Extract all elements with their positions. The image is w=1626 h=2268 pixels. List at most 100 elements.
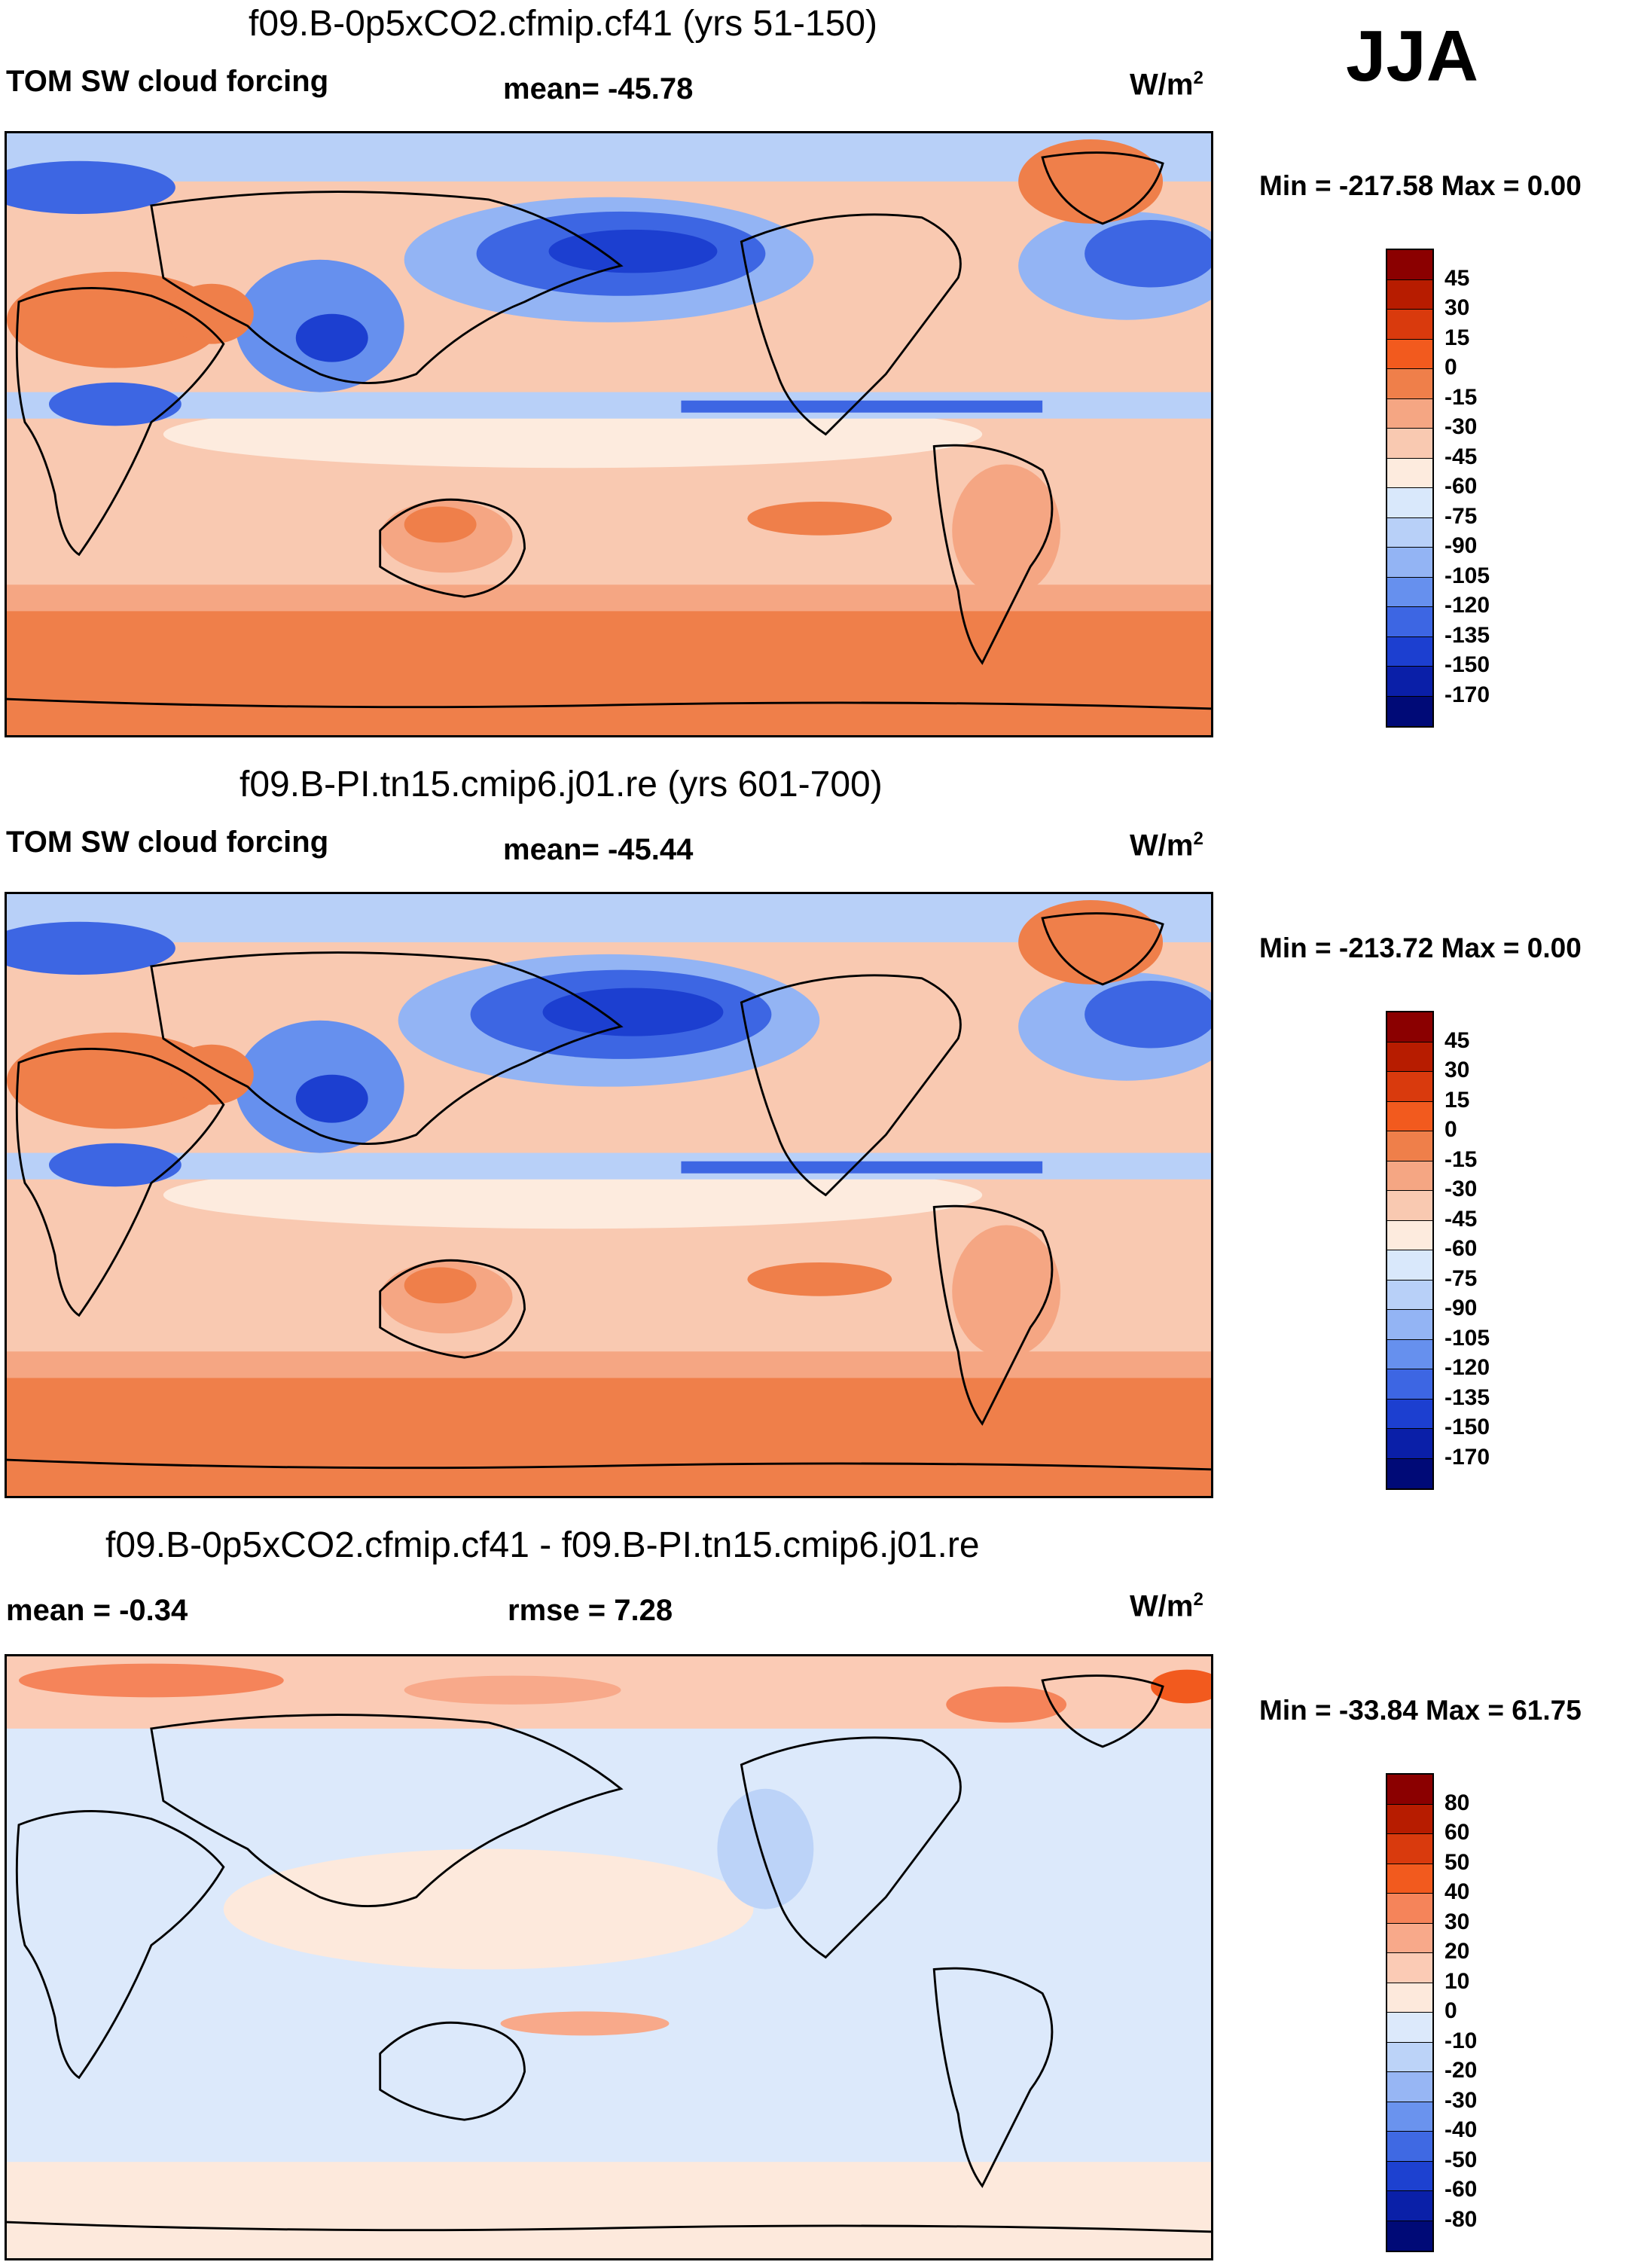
panel3-cbar-label: 50 <box>1444 1849 1470 1875</box>
panel3-cbar-label: -30 <box>1444 2087 1478 2113</box>
panel2-natl-core <box>1085 981 1211 1049</box>
panel2-sahara <box>7 1032 224 1129</box>
panel2-arctic-blue <box>7 921 175 975</box>
panel1-cbar-label: -30 <box>1444 414 1478 439</box>
panel1-monsoon-core <box>295 313 368 362</box>
panel2-mean-label: mean= -45.44 <box>503 833 694 866</box>
panel2-cbar-swatch <box>1387 1369 1432 1400</box>
panel2-cbar-label: 15 <box>1444 1087 1470 1113</box>
panel1-cbar-label: 15 <box>1444 325 1470 350</box>
panel1-cbar-label: -75 <box>1444 503 1478 529</box>
panel1-arctic <box>7 133 1211 182</box>
panel2-cbar-swatch <box>1387 1429 1432 1459</box>
panel3-cbar-swatch <box>1387 2072 1432 2102</box>
panel1-cbar-swatch <box>1387 548 1432 578</box>
panel2-title: f09.B-PI.tn15.cmip6.j01.re (yrs 601-700) <box>239 765 883 804</box>
panel1-samerica <box>952 464 1061 597</box>
panel3-cbar-label: -80 <box>1444 2206 1478 2232</box>
panel3-cbar-label: 20 <box>1444 1939 1470 1964</box>
panel2-npac-core <box>542 987 724 1036</box>
panel1-cbar-label: 30 <box>1444 295 1470 320</box>
panel2-cbar-label: 30 <box>1444 1058 1470 1082</box>
panel2-cbar-swatch <box>1387 1042 1432 1072</box>
panel2-cbar-swatch <box>1387 1131 1432 1161</box>
panel2-minmax: Min = -213.72 Max = 0.00 <box>1259 933 1582 963</box>
panel1-mean-label: mean= -45.78 <box>503 72 694 105</box>
panel3-cbar-swatch <box>1387 2013 1432 2043</box>
panel2-cbar-label: -75 <box>1444 1265 1478 1291</box>
panel3-cbar-swatch <box>1387 1864 1432 1894</box>
panel1-cbar-swatch <box>1387 607 1432 637</box>
panel2-arabia <box>169 1044 254 1105</box>
panel1-sepac <box>747 501 892 536</box>
panel2-cbar-swatch <box>1387 1072 1432 1102</box>
panel1-cbar-swatch <box>1387 488 1432 518</box>
panel3-rmse-label: rmse = 7.28 <box>508 1594 673 1627</box>
panel3-arctic-hot1 <box>18 1663 284 1698</box>
panel3-pacific-warm <box>223 1848 754 1970</box>
panel1-coastlines <box>7 151 1211 710</box>
panel2-cbar-label: -45 <box>1444 1206 1478 1232</box>
panel1-cbar-label: -150 <box>1444 652 1490 677</box>
panel1-cbar-swatch <box>1387 577 1432 607</box>
panel2-cbar-label: -150 <box>1444 1415 1490 1439</box>
panel1-cbar-swatch <box>1387 429 1432 459</box>
panel1-cbar-label: -45 <box>1444 444 1478 469</box>
panel3-arctic-hot4 <box>1151 1669 1211 1704</box>
panel1-map-svg <box>7 133 1211 735</box>
panel2-africa-itcz <box>48 1143 182 1187</box>
panel3-cbar-swatch <box>1387 2221 1432 2251</box>
panel3-arctic-hot3 <box>946 1686 1067 1723</box>
panel3-cbar-label: -60 <box>1444 2177 1478 2202</box>
panel3-epac-cool <box>717 1788 814 1909</box>
panel3-title: f09.B-0p5xCO2.cfmip.cf41 - f09.B-PI.tn15… <box>105 1525 980 1565</box>
panel3-cbar-label: -40 <box>1444 2117 1478 2142</box>
panel3-cbar-label: 30 <box>1444 1909 1470 1934</box>
panel2-cbar-swatch <box>1387 1250 1432 1281</box>
panel3-mean-label: mean = -0.34 <box>6 1594 188 1627</box>
panel1-cbar-swatch <box>1387 279 1432 310</box>
panel3-map-svg <box>7 1656 1211 2258</box>
panel3-cbar-swatch <box>1387 1775 1432 1805</box>
panel1-cbar-label: -60 <box>1444 474 1478 499</box>
panel1-greenland <box>1018 139 1164 224</box>
panel2-greenland <box>1018 899 1164 984</box>
panel2-cbar-label: -170 <box>1444 1444 1490 1470</box>
panel1-cbar-swatch <box>1387 458 1432 488</box>
panel2-cbar-swatch <box>1387 1220 1432 1250</box>
panel1-variable-label: TOM SW cloud forcing <box>6 65 329 98</box>
panel3-cbar-swatch <box>1387 2042 1432 2072</box>
panel1-natl-core <box>1085 220 1211 288</box>
panel3-cbar-label: 80 <box>1444 1790 1470 1815</box>
panel2-cbar-swatch <box>1387 1101 1432 1131</box>
panel2-arctic <box>7 894 1211 942</box>
panel2-cbar-label: -90 <box>1444 1296 1478 1320</box>
panel1-cbar-label: -135 <box>1444 622 1490 648</box>
panel1-title: f09.B-0p5xCO2.cfmip.cf41 (yrs 51-150) <box>249 4 878 44</box>
panel3-cbar-label: -10 <box>1444 2028 1478 2053</box>
panel2-cbar-swatch <box>1387 1458 1432 1488</box>
panel3-map <box>5 1654 1213 2260</box>
panel2-cbar-label: -30 <box>1444 1177 1478 1201</box>
panel1-cbar-swatch <box>1387 517 1432 548</box>
panel1-cbar-label: -170 <box>1444 682 1490 707</box>
panel2-southern-edge <box>7 1351 1211 1378</box>
panel2-cbar-swatch <box>1387 1339 1432 1369</box>
panel2-southern-band <box>7 1375 1211 1496</box>
panel2-cbar-label: -15 <box>1444 1146 1478 1172</box>
panel2-cbar-label: -135 <box>1444 1384 1490 1410</box>
panel1-cbar-label: -105 <box>1444 563 1490 588</box>
panel3-cbar-label: -20 <box>1444 2058 1478 2083</box>
panel3-cbar-label: 40 <box>1444 1879 1470 1904</box>
panel3-cbar-swatch <box>1387 1953 1432 1983</box>
panel1-arabia <box>169 283 254 344</box>
panel1-itcz-core <box>681 400 1043 413</box>
panel3-units: W/m2 <box>1130 1589 1203 1623</box>
panel2-cbar-swatch <box>1387 1012 1432 1042</box>
panel2-cbar-label: -120 <box>1444 1355 1490 1380</box>
panel1-minmax: Min = -217.58 Max = 0.00 <box>1259 170 1582 201</box>
panel3-cbar-swatch <box>1387 2191 1432 2221</box>
panel1-cbar-label: -90 <box>1444 533 1478 558</box>
panel2-coastlines <box>7 912 1211 1471</box>
panel1-sahara <box>7 271 224 368</box>
